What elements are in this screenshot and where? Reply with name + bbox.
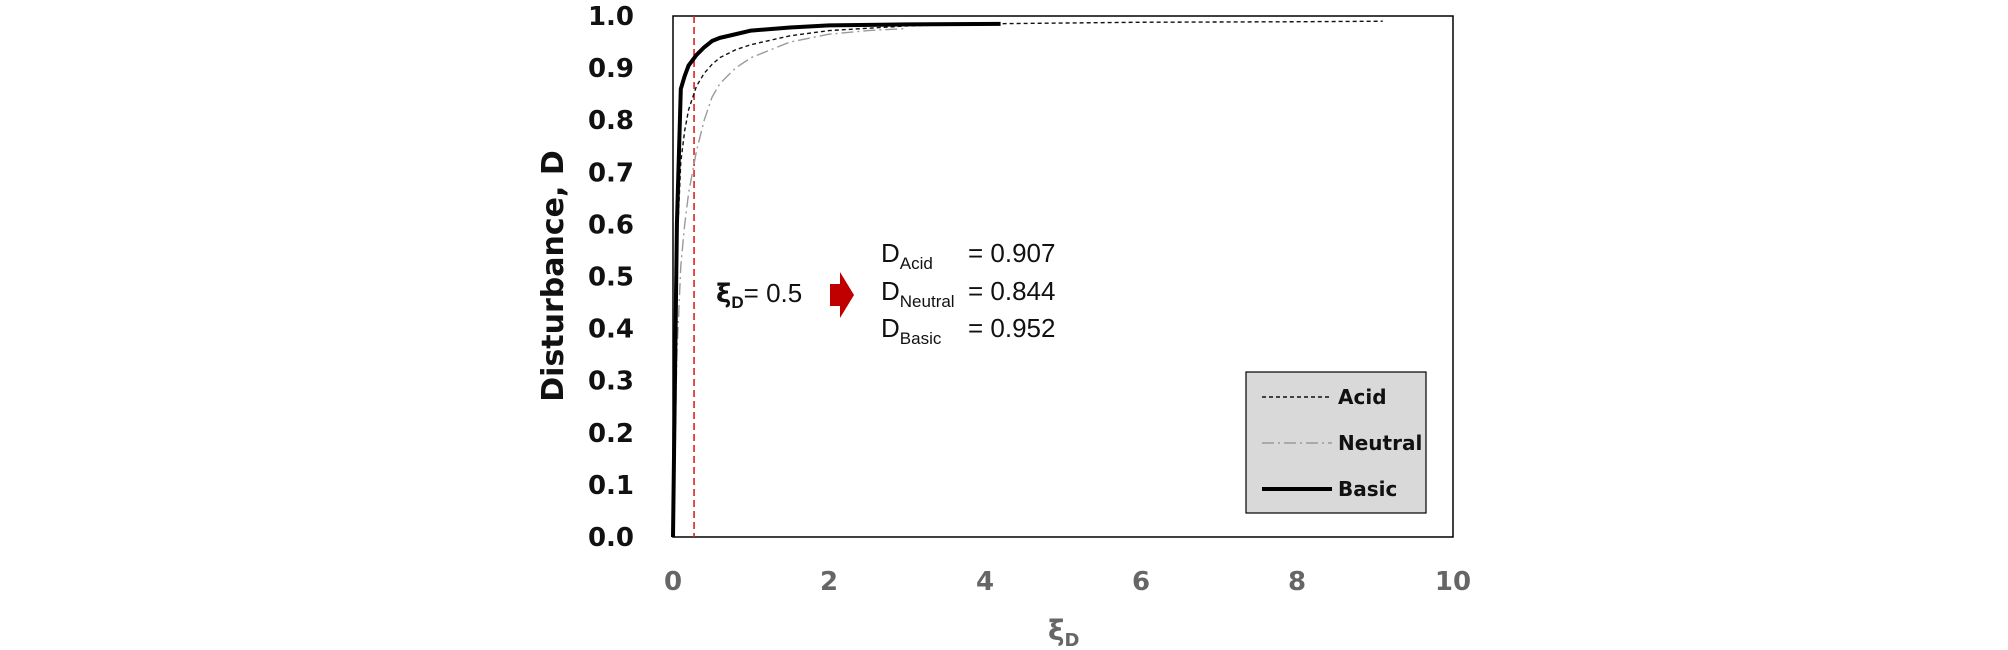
- x-tick-label: 10: [1435, 567, 1471, 597]
- series-line-acid: [672, 20, 1383, 538]
- x-tick-label: 2: [820, 567, 838, 597]
- annotation-arrow: [830, 272, 854, 318]
- legend-label-neutral: Neutral: [1338, 431, 1422, 455]
- annotation-xi-value: = 0.5: [744, 278, 803, 308]
- annotation-result-basic: DBasic: [881, 313, 942, 348]
- x-axis-ticks: 0 2 4 6 8 10: [664, 567, 1471, 597]
- series-line-basic: [671, 21, 1001, 538]
- y-tick-label: 1.0: [588, 2, 634, 32]
- y-tick-label: 0.7: [588, 158, 634, 188]
- annotation-xi-main: ξ: [716, 279, 731, 309]
- y-tick-label: 0.5: [588, 263, 634, 293]
- y-tick-label: 0.0: [588, 523, 634, 553]
- annotation-xi-sub: D: [731, 293, 743, 312]
- legend-label-basic: Basic: [1338, 477, 1397, 501]
- y-tick-label: 0.2: [588, 419, 634, 449]
- x-axis-label: ξD: [1048, 614, 1080, 650]
- x-axis-label-main: ξ: [1048, 614, 1065, 647]
- x-tick-label: 6: [1132, 567, 1150, 597]
- y-tick-label: 0.9: [588, 54, 634, 84]
- y-tick-label: 0.8: [588, 106, 634, 136]
- y-axis-ticks: 0.0 0.1 0.2 0.3 0.4 0.5 0.6 0.7 0.8 0.9 1.0: [588, 2, 634, 553]
- x-tick-label: 0: [664, 567, 682, 597]
- y-axis-label: Disturbance, D: [536, 150, 571, 401]
- series-lines: [671, 20, 1383, 538]
- x-tick-label: 4: [976, 567, 994, 597]
- annotation-xi: ξD= 0.5: [716, 278, 802, 312]
- annotation-value-acid: = 0.907: [968, 238, 1055, 268]
- x-tick-label: 8: [1288, 567, 1306, 597]
- y-tick-label: 0.6: [588, 210, 634, 240]
- annotation-value-neutral: = 0.844: [968, 276, 1055, 306]
- annotation: ξD= 0.5 DAcid = 0.907 DNeutral = 0.844 D…: [716, 238, 1055, 348]
- y-tick-label: 0.1: [588, 471, 634, 501]
- y-tick-label: 0.3: [588, 367, 634, 397]
- x-axis-label-sub: D: [1065, 630, 1080, 650]
- annotation-result-neutral: DNeutral: [881, 276, 955, 311]
- legend: Acid Neutral Basic: [1245, 371, 1427, 514]
- y-tick-label: 0.4: [588, 315, 634, 345]
- legend-label-acid: Acid: [1338, 385, 1387, 409]
- annotation-result-acid: DAcid: [881, 238, 933, 273]
- series-line-neutral: [672, 27, 908, 538]
- annotation-value-basic: = 0.952: [968, 313, 1055, 343]
